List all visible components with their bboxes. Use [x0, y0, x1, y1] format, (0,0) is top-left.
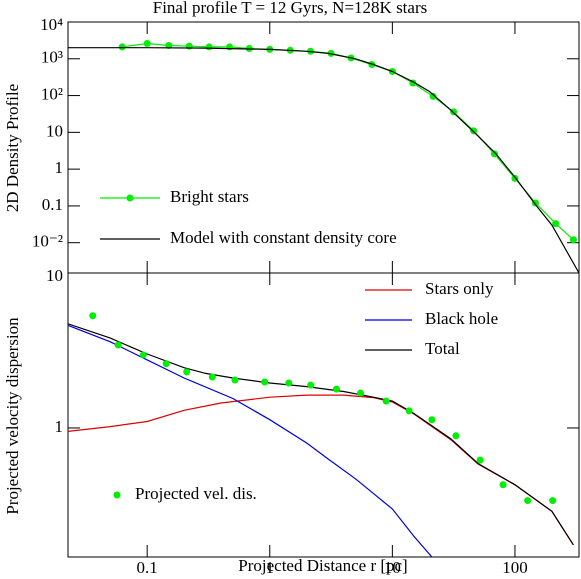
y-tick-label: 1 — [55, 417, 64, 436]
data-point — [569, 236, 577, 244]
data-point — [165, 41, 173, 49]
data-point — [405, 407, 413, 415]
legend-label: Model with constant density core — [170, 228, 397, 247]
y-tick-label: 10² — [41, 84, 63, 103]
data-point — [183, 368, 191, 376]
x-tick-label: 10 — [384, 558, 401, 577]
data-point — [524, 497, 532, 505]
data-point — [490, 150, 498, 158]
chart-title: Final profile T = 12 Gyrs, N=128K stars — [153, 0, 427, 17]
y-tick-label: 10 — [46, 266, 63, 285]
y-axis-label: 2D Density Profile — [3, 84, 22, 212]
data-point — [114, 341, 122, 349]
legend-label: Bright stars — [170, 187, 249, 206]
y-tick-label: 0.1 — [42, 195, 63, 214]
data-point — [208, 373, 216, 381]
legend-label: Black hole — [425, 309, 498, 328]
series-line — [68, 394, 574, 546]
x-tick-label: 100 — [502, 558, 528, 577]
x-tick-label: 0.1 — [137, 558, 158, 577]
y-tick-label: 10⁴ — [40, 15, 63, 34]
legend-marker — [113, 491, 121, 499]
legend-label: Total — [425, 339, 460, 358]
data-point — [285, 379, 293, 387]
data-point — [476, 456, 484, 464]
y-tick-label: 10⁻² — [32, 232, 63, 251]
data-point — [382, 397, 390, 405]
y-axis-label: Projected velocity dispersion — [3, 317, 22, 515]
data-point — [428, 416, 436, 424]
y-tick-label: 10 — [46, 121, 63, 140]
data-point — [429, 92, 437, 100]
data-point — [549, 497, 557, 505]
data-point — [139, 351, 147, 359]
data-point — [162, 360, 170, 368]
data-point — [143, 40, 151, 48]
x-tick-label: 1 — [266, 558, 275, 577]
y-tick-label: 10³ — [41, 48, 63, 67]
series-line — [122, 42, 574, 241]
data-point — [118, 43, 126, 51]
y-tick-label: 1 — [55, 158, 64, 177]
legend-label: Projected vel. dis. — [135, 484, 257, 503]
data-point — [205, 43, 213, 51]
series-line — [68, 47, 579, 273]
series-line — [68, 324, 433, 557]
data-point — [499, 481, 507, 489]
plot-frame — [67, 272, 580, 558]
data-point — [332, 385, 340, 393]
data-point — [185, 42, 193, 50]
data-point — [452, 432, 460, 440]
data-point — [226, 43, 234, 51]
legend-marker — [126, 194, 134, 202]
data-point — [261, 378, 269, 386]
data-point — [552, 220, 560, 228]
legend-label: Stars only — [425, 279, 494, 298]
data-point — [231, 376, 239, 384]
data-point — [357, 389, 365, 397]
data-point — [89, 312, 97, 320]
x-axis-label: Projected Distance r [pc] — [238, 556, 407, 575]
data-point — [307, 381, 315, 389]
